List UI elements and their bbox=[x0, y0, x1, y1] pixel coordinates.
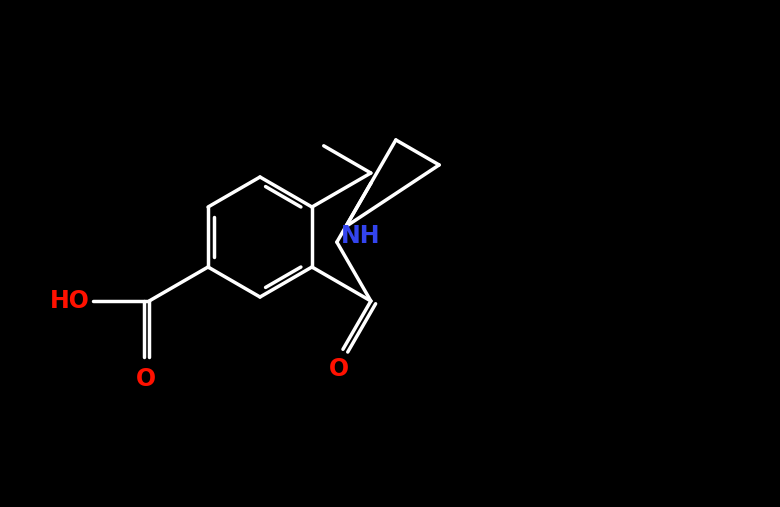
Text: O: O bbox=[329, 357, 349, 381]
Text: HO: HO bbox=[49, 289, 90, 313]
Text: NH: NH bbox=[341, 224, 381, 248]
Text: O: O bbox=[136, 367, 156, 391]
